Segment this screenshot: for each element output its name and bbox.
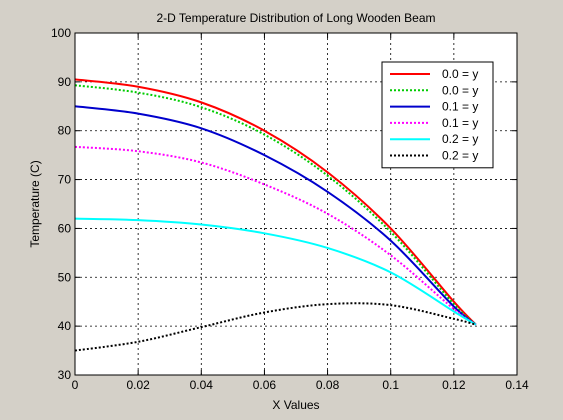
y-tick-label: 40	[58, 319, 72, 333]
axis-ticks	[74, 32, 518, 376]
legend-label-6: 0.2 = y	[442, 149, 478, 163]
legend: 0.0 = y 0.0 = y 0.1 = y 0.1 = y 0.2 = y 0.2 =…	[381, 61, 494, 169]
x-tick-label: 0.02	[126, 378, 150, 392]
series-line-2	[74, 84, 477, 326]
legend-label-4: 0.1 = y	[442, 116, 478, 130]
legend-box	[381, 61, 494, 169]
x-tick-label: 0.14	[505, 378, 529, 392]
x-tick-label: 0	[72, 378, 79, 392]
y-tick-label: 100	[51, 26, 71, 40]
series-line-6	[74, 302, 477, 352]
y-axis-label: Temperature (C)	[28, 160, 42, 247]
y-tick-label: 30	[58, 368, 72, 382]
plot-frame	[74, 32, 518, 376]
y-tick-label: 50	[58, 270, 72, 284]
chart-title: 2-D Temperature Distribution of Long Woo…	[156, 11, 435, 25]
series-line-1	[74, 78, 477, 326]
y-tick-label: 70	[58, 173, 72, 187]
legend-label-3: 0.1 = y	[442, 100, 478, 114]
x-tick-labels: 0 0.02 0.04 0.06 0.08 0.1 0.12 0.14	[72, 378, 529, 392]
x-axis-label: X Values	[272, 398, 319, 412]
y-tick-label: 60	[58, 221, 72, 235]
x-tick-label: 0.04	[190, 378, 214, 392]
series-line-3	[74, 105, 477, 326]
x-tick-label: 0.08	[316, 378, 340, 392]
y-tick-label: 90	[58, 75, 72, 89]
y-tick-labels: 30 40 50 60 70 80 90 100	[51, 26, 71, 382]
series-line-4	[74, 145, 477, 326]
y-tick-label: 80	[58, 124, 72, 138]
x-tick-label: 0.06	[253, 378, 277, 392]
series-lines	[74, 78, 477, 352]
x-tick-label: 0.12	[442, 378, 466, 392]
legend-label-2: 0.0 = y	[442, 83, 478, 97]
x-tick-label: 0.1	[382, 378, 399, 392]
legend-label-1: 0.0 = y	[442, 67, 478, 81]
series-line-5	[74, 217, 477, 326]
legend-label-5: 0.2 = y	[442, 132, 478, 146]
